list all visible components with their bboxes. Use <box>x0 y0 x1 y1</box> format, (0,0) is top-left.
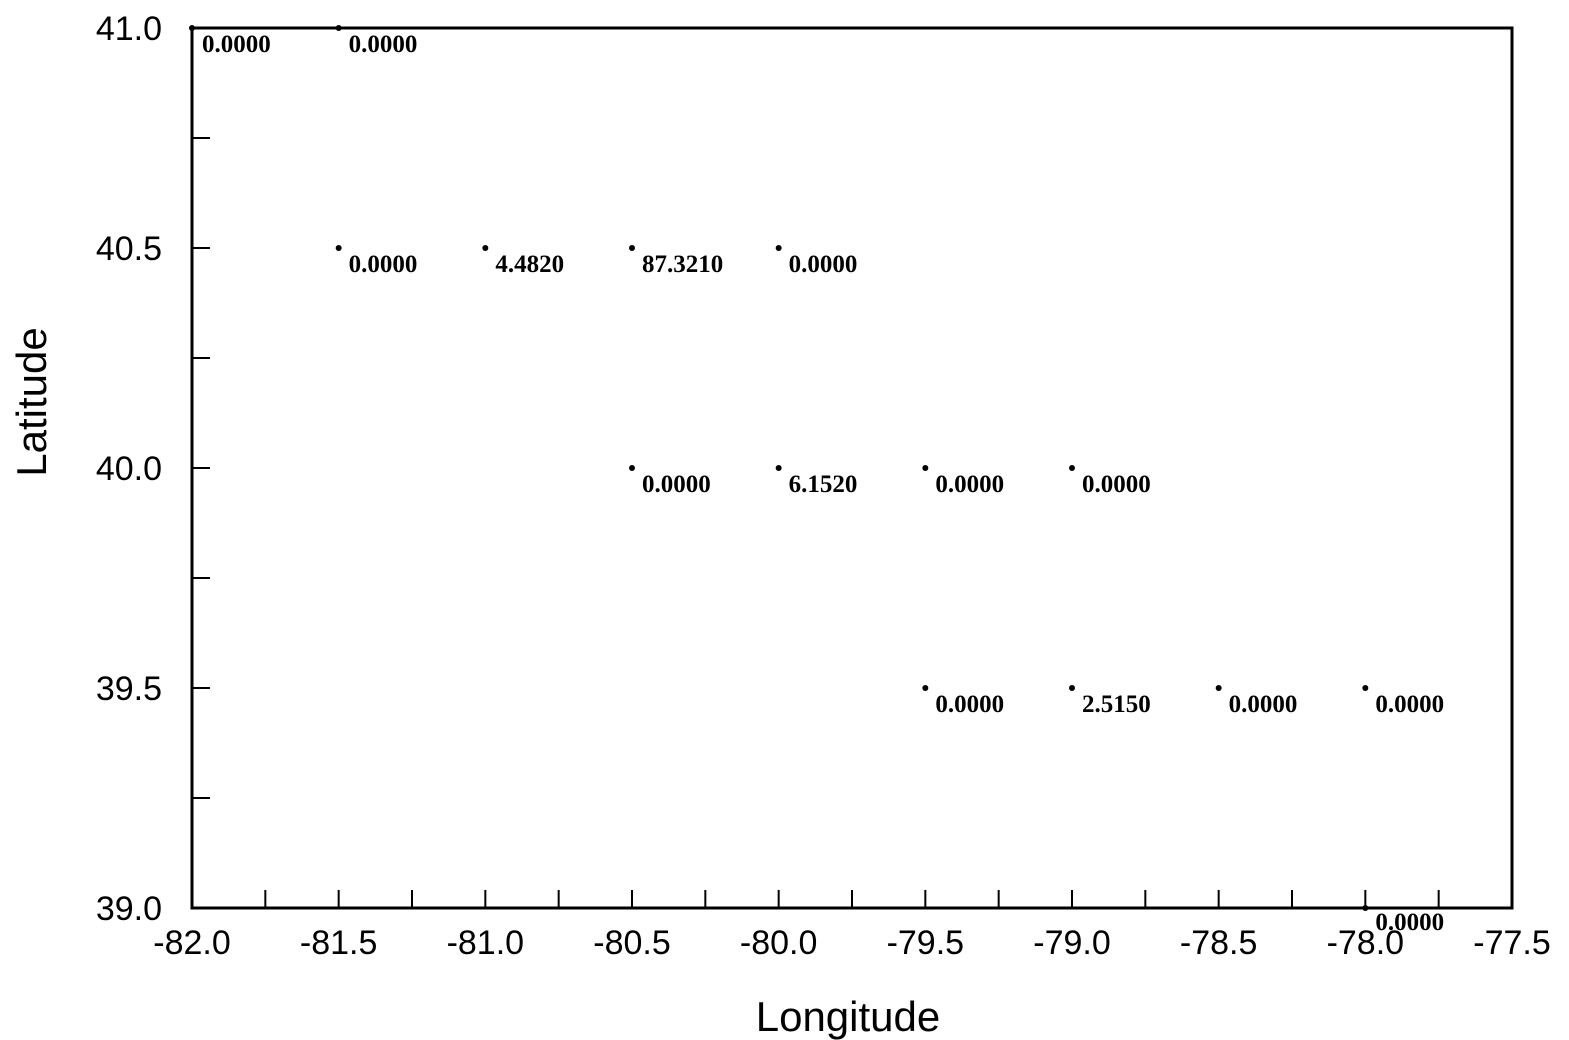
x-tick-label: -79.5 <box>887 924 965 962</box>
data-label: 0.0000 <box>935 471 1004 498</box>
x-axis: -82.0 -81.5 -81.0 -80.5 -80.0 -79.5 -79.0 -78.5… <box>153 890 1551 962</box>
data-label: 0.0000 <box>642 471 711 498</box>
data-point <box>922 465 929 471</box>
x-tick-label: -79.0 <box>1033 924 1111 962</box>
x-tick-label: -81.5 <box>300 924 378 962</box>
y-tick-label: 40.0 <box>96 450 162 488</box>
data-point <box>482 245 489 251</box>
data-label: 6.1520 <box>789 471 858 498</box>
x-tick-label: -77.5 <box>1473 924 1551 962</box>
data-label: 0.0000 <box>935 691 1004 718</box>
data-point <box>922 685 929 691</box>
data-point <box>775 245 782 251</box>
data-label: 0.0000 <box>1375 909 1444 936</box>
x-tick-label: -81.0 <box>447 924 525 962</box>
data-label: 0.0000 <box>349 251 418 278</box>
data-label: 4.4820 <box>495 251 564 278</box>
plot-frame <box>190 26 1514 910</box>
data-point <box>629 465 635 471</box>
data-point <box>335 25 342 31</box>
y-tick-label: 39.5 <box>96 670 162 708</box>
y-tick-label: 39.0 <box>96 890 162 928</box>
data-point <box>1215 685 1222 691</box>
data-point <box>629 245 635 251</box>
x-tick-label: -78.5 <box>1180 924 1258 962</box>
y-tick-label: 40.5 <box>96 230 162 268</box>
data-label: 87.3210 <box>642 251 723 278</box>
y-tick-label: 41.0 <box>96 10 162 48</box>
y-axis: 39.0 39.5 40.0 40.5 41.0 <box>96 10 210 928</box>
x-tick-label: -82.0 <box>153 924 231 962</box>
x-tick-label: -80.5 <box>593 924 671 962</box>
data-points: 0.0000 0.0000 0.0000 4.4820 87.3210 0.0000 0.0… <box>189 25 1444 936</box>
data-point <box>335 245 342 251</box>
data-label: 0.0000 <box>789 251 858 278</box>
y-axis-title: Latitude <box>8 327 55 476</box>
data-point <box>189 25 195 31</box>
data-label: 0.0000 <box>1375 691 1444 718</box>
data-point <box>1362 685 1369 691</box>
data-point <box>1069 685 1075 691</box>
data-point <box>1362 905 1369 911</box>
data-label: 2.5150 <box>1082 691 1151 718</box>
data-label: 0.0000 <box>349 31 418 58</box>
data-label: 0.0000 <box>202 31 271 58</box>
x-tick-label: -78.0 <box>1327 924 1405 962</box>
data-label: 0.0000 <box>1082 471 1151 498</box>
x-tick-label: -80.0 <box>740 924 818 962</box>
data-label: 0.0000 <box>1229 691 1298 718</box>
data-point <box>1069 465 1075 471</box>
data-point <box>775 465 782 471</box>
x-axis-title: Longitude <box>756 993 941 1040</box>
